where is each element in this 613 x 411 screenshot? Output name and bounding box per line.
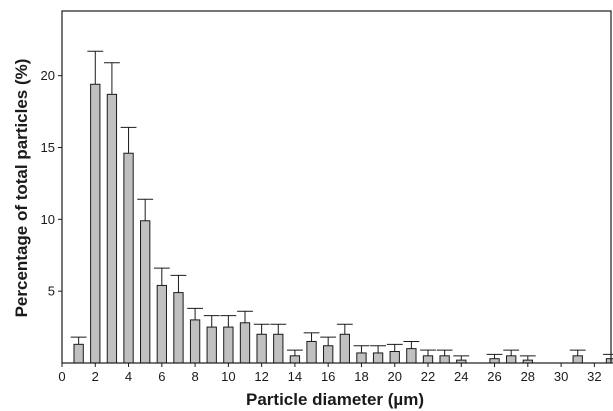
x-tick-label: 4 xyxy=(125,369,132,384)
bar xyxy=(339,333,350,364)
error-bar xyxy=(270,323,287,335)
error-bar xyxy=(137,198,154,221)
error-bar xyxy=(569,349,586,356)
x-tick-label: 6 xyxy=(158,369,165,384)
bar xyxy=(306,340,317,364)
x-tick-label: 32 xyxy=(587,369,601,384)
error-bar xyxy=(253,323,270,335)
x-tick-label: 26 xyxy=(487,369,501,384)
x-tick-label: 24 xyxy=(454,369,468,384)
error-bar xyxy=(486,353,503,359)
x-tick-label: 30 xyxy=(554,369,568,384)
error-bar xyxy=(519,355,536,361)
error-bar xyxy=(403,340,420,349)
x-tick-label: 18 xyxy=(354,369,368,384)
bar xyxy=(406,348,417,364)
error-bar xyxy=(103,62,120,95)
bar xyxy=(572,355,583,364)
x-tick-label: 20 xyxy=(387,369,401,384)
bar xyxy=(389,351,400,364)
bar xyxy=(173,292,184,364)
error-bar xyxy=(386,343,403,352)
bar xyxy=(356,352,367,364)
y-tick-label: 10 xyxy=(41,212,55,227)
error-bar xyxy=(303,332,320,342)
bar xyxy=(273,333,284,364)
x-ticks-group: 0 2 4 6 8 10 12 14 16 18 20 22 24 26 28 30 32 xyxy=(58,363,602,384)
y-tick-label: 15 xyxy=(41,140,55,155)
plot-border xyxy=(61,10,612,364)
x-tick-label: 0 xyxy=(58,369,65,384)
error-bar xyxy=(203,315,220,328)
y-ticks-group: 5 10 15 20 xyxy=(41,68,62,299)
bar xyxy=(506,355,517,364)
x-tick-label: 14 xyxy=(288,369,302,384)
x-tick-label: 16 xyxy=(321,369,335,384)
x-tick-label: 2 xyxy=(92,369,99,384)
error-bar xyxy=(237,310,253,323)
bar xyxy=(73,343,84,364)
bar xyxy=(489,358,500,364)
y-tick-label: 20 xyxy=(41,68,55,83)
x-axis-label: Particle diameter (µm) xyxy=(246,390,424,409)
error-bar xyxy=(87,50,104,85)
x-tick-label: 22 xyxy=(421,369,435,384)
bar xyxy=(123,152,134,364)
bars-group xyxy=(73,83,613,364)
error-bar xyxy=(170,274,187,293)
bar xyxy=(156,284,167,364)
bar xyxy=(223,326,234,364)
y-tick-label: 5 xyxy=(48,284,55,299)
error-bar xyxy=(286,349,303,356)
bar xyxy=(106,93,118,364)
bar xyxy=(289,355,301,364)
error-bar xyxy=(436,349,453,356)
bar xyxy=(372,352,384,364)
x-tick-label: 10 xyxy=(221,369,235,384)
bar xyxy=(189,319,201,364)
error-bars-group xyxy=(70,50,613,361)
bar xyxy=(140,220,151,364)
error-bar xyxy=(336,323,353,335)
x-tick-label: 12 xyxy=(254,369,268,384)
error-bar xyxy=(320,336,337,346)
error-bar xyxy=(120,126,137,154)
bar xyxy=(90,83,101,364)
x-tick-label: 28 xyxy=(521,369,535,384)
bar xyxy=(605,358,613,364)
plot-frame xyxy=(61,10,612,364)
error-bar xyxy=(503,349,520,356)
bar xyxy=(323,345,334,364)
error-bar xyxy=(353,345,370,353)
bar xyxy=(239,322,251,364)
error-bar xyxy=(70,336,87,345)
bar xyxy=(422,355,434,364)
error-bar xyxy=(453,355,470,361)
bar xyxy=(256,333,267,364)
error-bar xyxy=(370,345,387,353)
bar xyxy=(206,326,217,364)
x-tick-label: 8 xyxy=(191,369,198,384)
error-bar xyxy=(153,267,170,286)
error-bar xyxy=(187,307,204,320)
error-bar xyxy=(420,349,436,356)
error-bar xyxy=(220,315,237,328)
bar xyxy=(439,355,450,364)
y-axis-label: Percentage of total particles (%) xyxy=(12,59,31,318)
